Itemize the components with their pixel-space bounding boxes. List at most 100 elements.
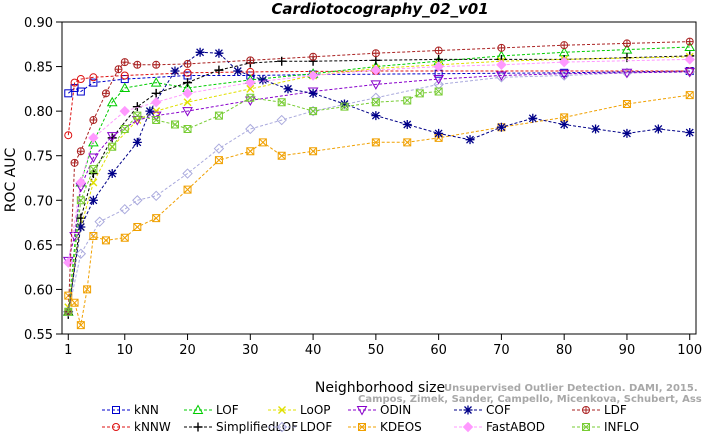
point-cof bbox=[559, 120, 569, 130]
series-kdeos bbox=[64, 91, 694, 330]
point-ldf bbox=[497, 43, 506, 52]
point-kdeos bbox=[560, 113, 569, 122]
point-cof bbox=[622, 128, 632, 138]
point-simplifiedlof bbox=[88, 169, 98, 179]
x-tick-label: 10 bbox=[116, 343, 133, 358]
point-inflo bbox=[183, 124, 192, 133]
legend-marker-fastabod bbox=[462, 421, 474, 433]
point-kdeos bbox=[214, 156, 223, 165]
point-kdeos bbox=[89, 231, 98, 240]
point-fastabod bbox=[370, 64, 382, 76]
legend-marker-loop bbox=[278, 406, 286, 414]
point-cof bbox=[591, 124, 601, 134]
x-tick-label: 30 bbox=[242, 343, 259, 358]
point-cof bbox=[308, 88, 318, 98]
chart-title: Cardiotocography_02_v01 bbox=[271, 0, 488, 18]
point-ldf bbox=[622, 39, 631, 48]
legend-marker-kdeos bbox=[358, 423, 366, 431]
point-inflo bbox=[64, 307, 73, 316]
legend-entry-cof: COF bbox=[454, 403, 511, 417]
legend-label-loop: LoOP bbox=[300, 403, 331, 417]
point-inflo bbox=[133, 111, 142, 120]
series-line-inflo bbox=[67, 91, 439, 312]
point-simplifiedlof bbox=[214, 65, 224, 75]
legend-marker-ldof bbox=[276, 421, 288, 433]
point-ldof bbox=[150, 190, 162, 202]
point-kdeos bbox=[622, 100, 631, 109]
point-lof bbox=[684, 41, 696, 51]
point-simplifiedlof bbox=[183, 78, 193, 88]
series-fastabod bbox=[63, 54, 695, 268]
point-ldf bbox=[120, 58, 129, 67]
point-cof bbox=[145, 106, 155, 116]
series-line-kdeos bbox=[67, 94, 690, 326]
point-lof bbox=[119, 82, 131, 92]
legend-marker-ldf bbox=[582, 406, 591, 414]
point-ldof bbox=[132, 195, 143, 206]
point-fastabod bbox=[75, 177, 87, 188]
point-ldf bbox=[114, 65, 123, 74]
point-inflo bbox=[309, 107, 318, 116]
legend-entry-kdeos: KDEOS bbox=[348, 420, 422, 434]
point-simplifiedlof bbox=[277, 56, 287, 66]
legend-marker-knnw bbox=[112, 423, 120, 431]
legend-label-ldof: LDOF bbox=[300, 420, 332, 434]
legend-entry-odin: ODIN bbox=[348, 403, 411, 417]
legend-label-cof: COF bbox=[486, 403, 511, 417]
legend-label-knn: kNN bbox=[134, 403, 159, 417]
point-ldf bbox=[152, 60, 161, 69]
point-fastabod bbox=[88, 132, 99, 144]
point-ldf bbox=[434, 46, 443, 55]
point-ldf bbox=[246, 56, 255, 65]
point-cof bbox=[465, 135, 475, 145]
series-ldf bbox=[64, 37, 694, 316]
point-lof bbox=[106, 96, 118, 107]
point-knn bbox=[76, 87, 85, 96]
x-axis-label: Neighborhood size bbox=[315, 380, 445, 396]
point-odin bbox=[131, 116, 143, 126]
point-inflo bbox=[434, 87, 443, 96]
point-cof bbox=[685, 128, 695, 138]
point-kdeos bbox=[76, 321, 85, 330]
point-odin bbox=[496, 71, 507, 82]
point-loop bbox=[246, 84, 255, 93]
point-simplifiedlof bbox=[371, 55, 381, 65]
point-cof bbox=[339, 99, 349, 109]
x-tick-label: 70 bbox=[493, 343, 510, 358]
point-ldf bbox=[89, 116, 98, 125]
point-kdeos bbox=[183, 185, 192, 194]
legend-marker-simplifiedlof bbox=[193, 422, 203, 432]
point-ldf bbox=[76, 147, 85, 156]
point-knnw bbox=[76, 75, 85, 84]
legend-marker-cof bbox=[463, 405, 473, 415]
point-cof bbox=[653, 124, 663, 134]
point-cof bbox=[132, 137, 142, 147]
point-ldof bbox=[245, 123, 256, 135]
point-loop bbox=[183, 98, 192, 107]
point-kdeos bbox=[403, 138, 412, 147]
point-inflo bbox=[246, 93, 255, 102]
y-tick-label: 0.65 bbox=[24, 239, 53, 254]
series-line-loop bbox=[67, 56, 690, 308]
point-cof bbox=[214, 48, 224, 58]
legend-entry-lof: LOF bbox=[184, 403, 239, 417]
point-kdeos bbox=[133, 223, 142, 232]
legend-entry-knnw: kNNW bbox=[102, 420, 171, 434]
series-layer bbox=[62, 37, 696, 330]
series-line-lof bbox=[67, 46, 690, 312]
x-tick-label: 90 bbox=[619, 343, 636, 358]
point-ldf bbox=[70, 158, 79, 167]
y-tick-label: 0.60 bbox=[24, 283, 53, 298]
point-cof bbox=[283, 84, 293, 94]
plot-frame bbox=[61, 21, 697, 335]
legend-label-simplifiedlof: SimplifiedLOF bbox=[216, 420, 298, 434]
point-ldof bbox=[182, 168, 193, 179]
point-ldof bbox=[94, 216, 105, 227]
x-tick-label: 50 bbox=[368, 343, 385, 358]
legend-marker-knn bbox=[112, 406, 120, 414]
point-lof bbox=[88, 136, 99, 147]
point-inflo bbox=[371, 98, 380, 107]
point-knnw bbox=[120, 71, 129, 80]
point-inflo bbox=[277, 98, 286, 107]
